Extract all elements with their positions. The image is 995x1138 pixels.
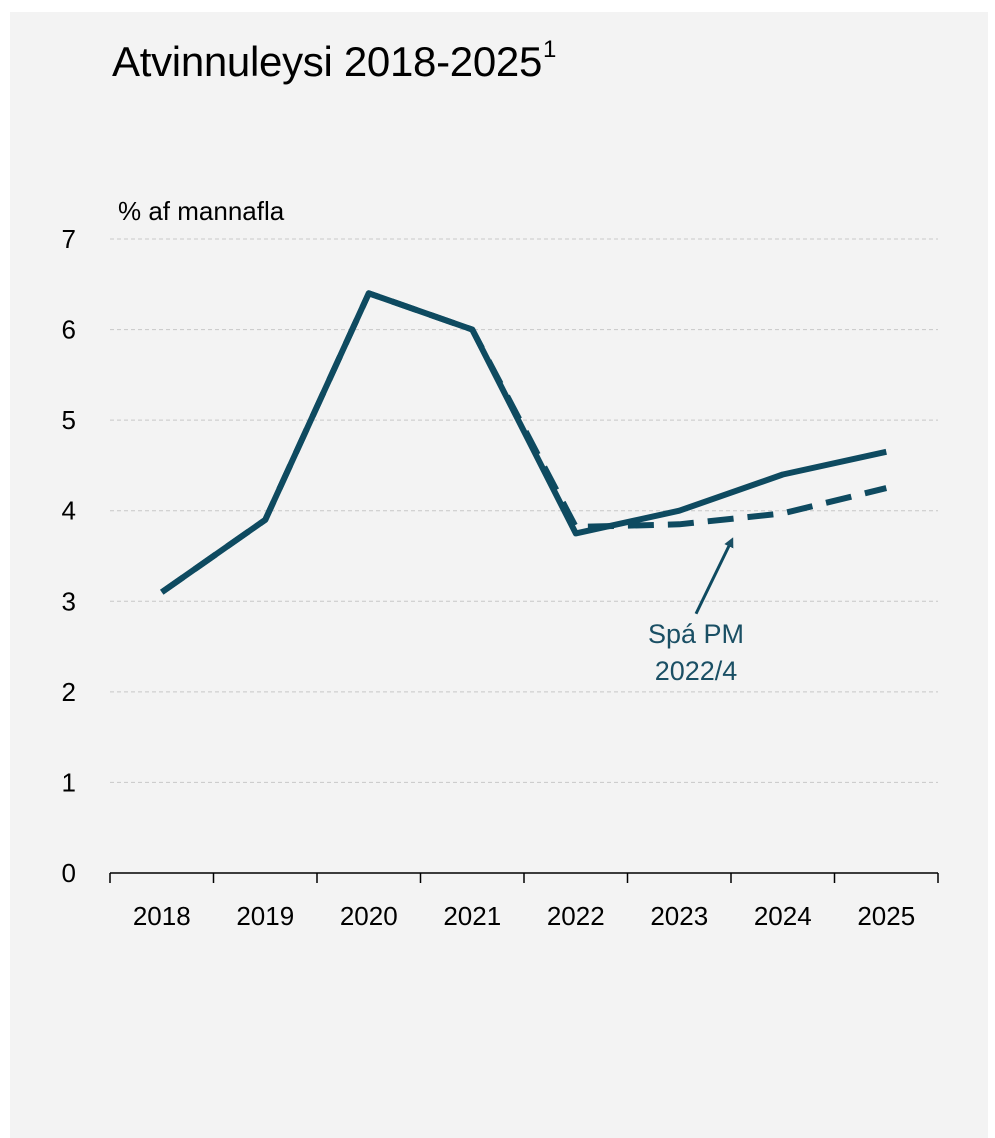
annotation-label: 2022/4 [655, 656, 738, 686]
x-axis [110, 873, 938, 883]
y-tick-label: 5 [62, 405, 76, 435]
annotation: Spá PM 2022/4 [648, 542, 744, 686]
x-axis-tick-labels: 2018 2019 2020 2021 2022 2023 2024 2025 [133, 901, 915, 931]
y-tick-label: 1 [62, 767, 76, 797]
y-tick-label: 7 [62, 224, 76, 254]
x-tick-label: 2024 [754, 901, 812, 931]
x-tick-label: 2025 [857, 901, 915, 931]
y-tick-label: 3 [62, 586, 76, 616]
x-tick-label: 2020 [340, 901, 398, 931]
series-lines [162, 293, 887, 592]
y-tick-label: 2 [62, 677, 76, 707]
y-tick-label: 0 [62, 858, 76, 888]
series-line-0 [162, 293, 887, 592]
annotation-arrow [696, 542, 731, 614]
x-tick-label: 2022 [547, 901, 605, 931]
gridlines [110, 239, 938, 782]
x-tick-label: 2019 [236, 901, 294, 931]
x-tick-label: 2021 [443, 901, 501, 931]
x-tick-label: 2023 [650, 901, 708, 931]
y-axis-tick-labels: 0 1 2 3 4 5 6 7 [62, 224, 76, 888]
x-tick-label: 2018 [133, 901, 191, 931]
y-tick-label: 4 [62, 496, 76, 526]
series-line-1 [162, 293, 887, 592]
y-tick-label: 6 [62, 315, 76, 345]
annotation-label: Spá PM [648, 619, 744, 649]
